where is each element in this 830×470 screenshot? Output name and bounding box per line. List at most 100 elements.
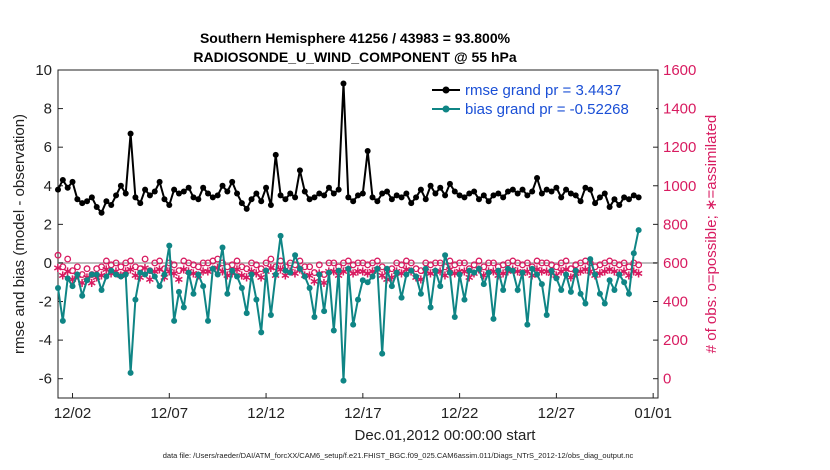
bias-point — [596, 290, 603, 297]
rmse-point — [108, 202, 115, 209]
obs-assimilated-point: ∗ — [290, 266, 301, 281]
y-left-tick-label: -2 — [39, 294, 52, 311]
bias-point — [142, 271, 149, 278]
obs-assimilated-point: ∗ — [435, 264, 446, 279]
bias-point — [553, 275, 560, 282]
bias-point — [161, 271, 168, 278]
bias-point — [393, 269, 400, 276]
obs-assimilated-point: ∗ — [212, 260, 223, 275]
bias-point — [113, 271, 120, 278]
rmse-point — [427, 182, 434, 189]
y-left-tick-label: 0 — [44, 255, 52, 272]
obs-assimilated-point: ∗ — [551, 268, 562, 283]
rmse-point — [625, 196, 632, 203]
rmse-point — [379, 190, 386, 197]
bias-point — [538, 281, 545, 288]
bias-point — [451, 313, 458, 320]
bias-point — [316, 271, 323, 278]
obs-assimilated-point: ∗ — [338, 264, 349, 279]
rmse-point — [243, 205, 250, 212]
bias-point — [238, 285, 245, 292]
bias-point — [234, 273, 241, 280]
bias-point — [292, 252, 299, 259]
obs-possible-point — [175, 267, 183, 275]
bias-point — [514, 286, 521, 293]
bias-point — [616, 271, 623, 278]
rmse-point — [195, 196, 202, 203]
obs-assimilated-point: ∗ — [203, 264, 214, 279]
rmse-point — [567, 190, 574, 197]
y-left-tick-label: 8 — [44, 101, 52, 118]
rmse-point — [330, 190, 337, 197]
rmse-point — [398, 194, 405, 201]
bias-point — [74, 271, 81, 278]
obs-assimilated-point: ∗ — [367, 264, 378, 279]
obs-assimilated-point: ∗ — [401, 262, 412, 277]
obs-possible-point — [330, 259, 338, 267]
obs-assimilated-point: ∗ — [111, 264, 122, 279]
rmse-point — [577, 198, 584, 205]
right-axis: 1600 1400 1200 1000 800 600 400 200 0 — [653, 62, 696, 388]
bias-point — [103, 273, 110, 280]
rmse-point — [151, 188, 158, 195]
obs-assimilated-point: ∗ — [415, 271, 426, 286]
rmse-point — [456, 192, 463, 199]
obs-assimilated-point: ∗ — [275, 262, 286, 277]
bias-point — [64, 275, 71, 282]
obs-possible-point — [267, 255, 275, 263]
obs-assimilated-point: ∗ — [164, 264, 175, 279]
x-tick-label: 12/22 — [441, 405, 479, 422]
obs-assimilated-point: ∗ — [440, 268, 451, 283]
bias-point — [127, 369, 134, 376]
rmse-point — [253, 190, 260, 197]
rmse-point — [621, 194, 628, 201]
bias-point — [55, 285, 61, 292]
bias-point — [606, 277, 613, 284]
obs-assimilated-point: ∗ — [425, 266, 436, 281]
obs-assimilated-point: ∗ — [541, 264, 552, 279]
rmse-point — [369, 194, 376, 201]
rmse-point — [84, 198, 91, 205]
rmse-point — [538, 190, 545, 197]
rmse-point — [509, 186, 516, 193]
obs-possible-point — [127, 257, 135, 265]
obs-assimilated-point: ∗ — [498, 266, 509, 281]
obs-possible-series — [54, 251, 643, 278]
obs-possible-point — [490, 259, 497, 267]
y-axis-left-label: rmse and bias (model - observation) — [11, 114, 28, 354]
bias-point — [88, 271, 95, 278]
legend-bias-label: bias grand pr = -0.52268 — [465, 101, 629, 118]
bias-point — [132, 296, 139, 303]
rmse-point — [596, 194, 603, 201]
bias-point — [122, 271, 129, 278]
obs-assimilated-point: ∗ — [478, 268, 489, 283]
bias-point — [345, 265, 352, 272]
rmse-point — [529, 188, 536, 195]
rmse-point — [248, 196, 255, 203]
obs-possible-point — [83, 265, 91, 273]
rmse-point — [127, 130, 134, 137]
rmse-point — [374, 198, 381, 205]
rmse-point — [258, 198, 265, 205]
obs-possible-point — [325, 259, 333, 267]
bias-point — [548, 267, 555, 274]
obs-possible-point — [98, 263, 105, 271]
obs-possible-point — [620, 259, 628, 267]
bias-point — [456, 271, 463, 278]
bias-point — [534, 271, 541, 278]
bias-point — [185, 269, 192, 276]
bias-point — [175, 288, 182, 295]
bias-point — [325, 269, 332, 276]
bias-point — [625, 290, 632, 297]
rmse-point — [277, 192, 284, 199]
legend-bias-marker — [442, 105, 450, 113]
rmse-point — [480, 192, 487, 199]
rmse-point — [592, 200, 599, 207]
rmse-point — [359, 190, 366, 197]
obs-assimilated-point: ∗ — [246, 264, 257, 279]
obs-assimilated-point: ∗ — [222, 268, 233, 283]
obs-assimilated-point: ∗ — [512, 264, 523, 279]
obs-assimilated-point: ∗ — [198, 264, 209, 279]
x-tick-label: 01/01 — [634, 405, 672, 422]
